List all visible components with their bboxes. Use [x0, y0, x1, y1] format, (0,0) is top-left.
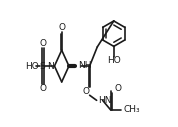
Text: HN: HN	[99, 96, 112, 105]
Text: HO: HO	[107, 57, 121, 65]
Text: O: O	[82, 87, 89, 96]
Text: N: N	[47, 62, 54, 70]
Text: O: O	[39, 84, 46, 93]
Text: CH₃: CH₃	[124, 105, 141, 114]
Text: HO: HO	[26, 62, 39, 70]
Text: NH: NH	[78, 61, 92, 70]
Text: S: S	[40, 62, 46, 70]
Text: O: O	[39, 39, 46, 48]
Text: O: O	[58, 23, 65, 32]
Text: O: O	[114, 84, 121, 93]
